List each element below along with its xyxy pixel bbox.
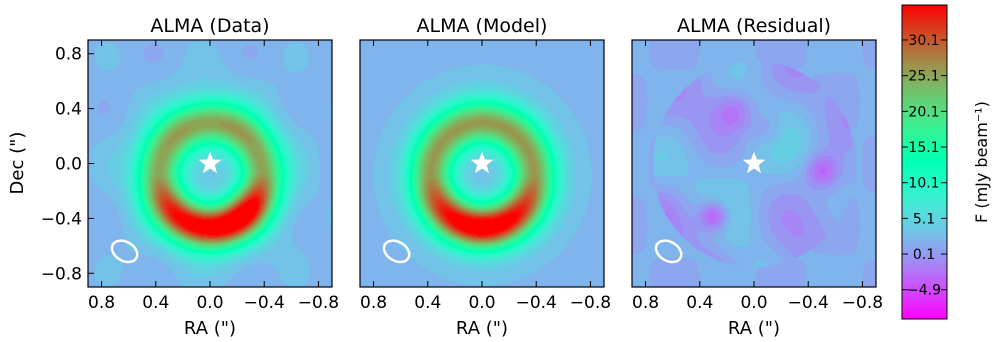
panel-data: ALMA (Data) 0.8 0.4 0.0 −0.4 −0.8 0.8 0.4 0.0 −… (7, 15, 339, 339)
colorbar-tick-label: 30.1 (908, 33, 939, 49)
x-tick-label: −0.8 (570, 293, 611, 313)
x-axis-label: RA (") (184, 318, 236, 339)
colorbar-strip (901, 4, 948, 320)
x-axis-label: RA (") (728, 318, 780, 339)
y-tick-label: 0.4 (55, 100, 82, 120)
colorbar-tick-label: 15.1 (908, 140, 939, 156)
panel-title: ALMA (Data) (150, 15, 269, 37)
beam-ellipse (382, 239, 411, 264)
colorbar-ticks: 30.1 25.1 20.1 15.1 10.1 5.1 0.1 −4.9 (902, 33, 947, 299)
x-axis-label: RA (") (456, 318, 508, 339)
x-tick-label: 0.0 (468, 293, 495, 313)
colorbar-label: F (mJy beam⁻¹) (972, 101, 991, 223)
y-tick-label: −0.4 (41, 209, 82, 229)
x-ticks: 0.8 0.4 0.0 −0.4 −0.8 (360, 40, 611, 313)
x-tick-label: −0.8 (842, 293, 883, 313)
colorbar-tick-label: 25.1 (908, 69, 939, 85)
x-tick-label: 0.8 (88, 293, 115, 313)
y-ticks: 0.8 0.4 0.0 −0.4 −0.8 (41, 45, 94, 284)
x-ticks: 0.8 0.4 0.0 −0.4 −0.8 (632, 40, 883, 313)
x-tick-label: 0.8 (632, 293, 659, 313)
star-icon (470, 151, 494, 174)
star-icon (198, 151, 222, 174)
star-icon (742, 151, 766, 174)
colorbar: 30.1 25.1 20.1 15.1 10.1 5.1 0.1 −4.9 F (mJy be… (901, 4, 991, 320)
colorbar-tick-label: 5.1 (913, 211, 935, 227)
x-tick-label: −0.4 (244, 293, 285, 313)
x-tick-label: 0.0 (196, 293, 223, 313)
panel-model: ALMA (Model) 0.8 0.4 0.0 −0.4 −0.8 RA (") (359, 15, 611, 339)
y-tick-label: 0.0 (55, 155, 82, 175)
x-tick-label: −0.4 (788, 293, 829, 313)
x-tick-label: 0.4 (142, 293, 169, 313)
colorbar-tick-label: 0.1 (913, 247, 935, 263)
x-tick-label: 0.8 (360, 293, 387, 313)
panel-residual: ALMA (Residual) 0.8 0.4 0.0 −0.4 −0.8 RA (") (631, 15, 883, 339)
y-tick-label: 0.8 (55, 45, 82, 65)
x-ticks: 0.8 0.4 0.0 −0.4 −0.8 (88, 40, 339, 313)
x-tick-label: −0.4 (516, 293, 557, 313)
x-tick-label: 0.4 (686, 293, 713, 313)
x-tick-label: −0.8 (298, 293, 339, 313)
y-axis-label: Dec (") (7, 132, 28, 195)
panel-title: ALMA (Residual) (677, 15, 831, 37)
x-tick-label: 0.4 (414, 293, 441, 313)
x-tick-label: 0.0 (740, 293, 767, 313)
colorbar-tick-label: 10.1 (908, 176, 939, 192)
beam-ellipse (654, 239, 683, 264)
y-tick-label: −0.8 (41, 264, 82, 284)
panel-title: ALMA (Model) (417, 15, 548, 37)
beam-ellipse (110, 239, 139, 264)
colorbar-tick-label: −4.9 (907, 283, 941, 299)
colorbar-tick-label: 20.1 (908, 104, 939, 120)
